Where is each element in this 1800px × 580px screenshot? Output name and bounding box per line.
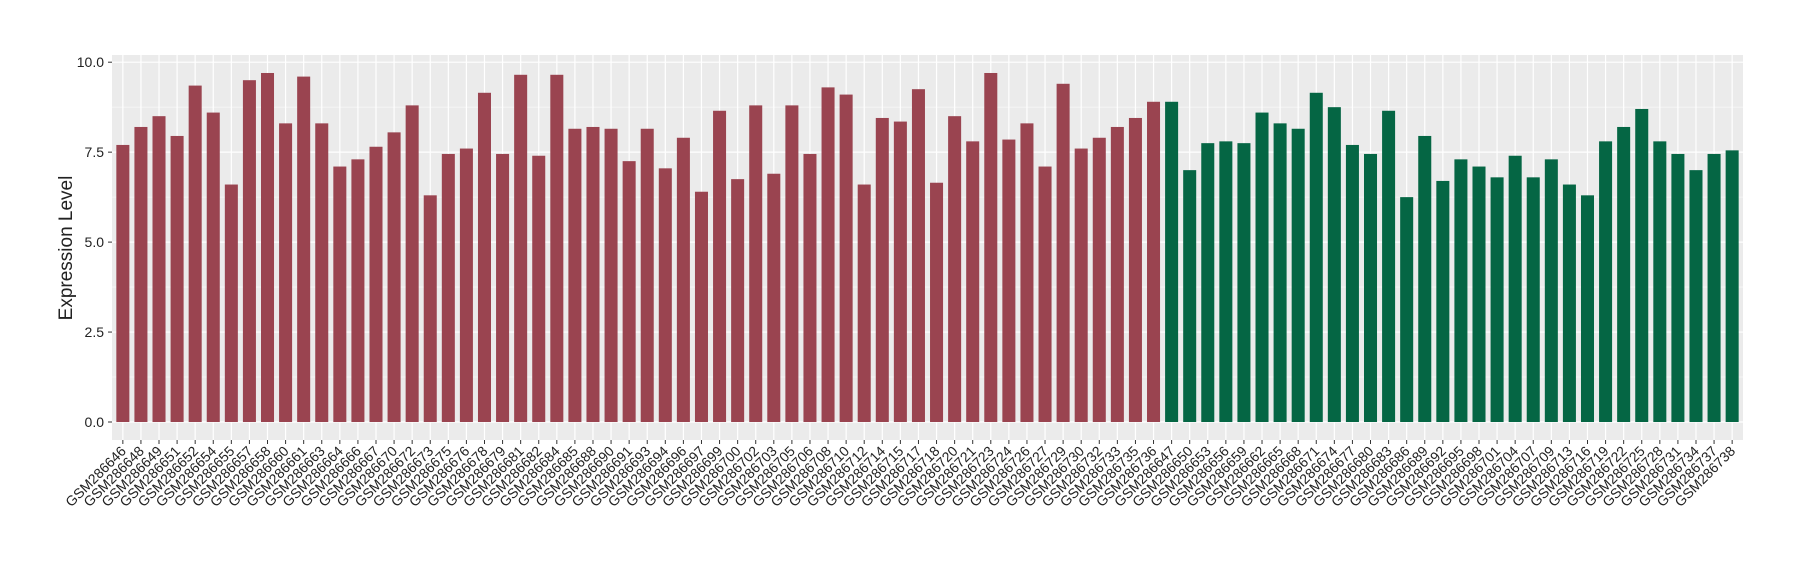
bar — [1345, 144, 1359, 423]
bar — [622, 161, 636, 423]
bar — [1707, 153, 1721, 423]
bar — [1418, 135, 1432, 423]
bar — [477, 92, 491, 423]
bar — [1038, 166, 1052, 423]
bar — [857, 184, 871, 423]
bar — [1183, 170, 1197, 423]
bar — [405, 105, 419, 423]
bar — [1671, 153, 1685, 423]
bar — [1002, 139, 1016, 423]
bar — [1219, 141, 1233, 423]
bar — [568, 128, 582, 423]
bar — [423, 195, 437, 423]
bar — [1562, 184, 1576, 423]
bar — [224, 184, 238, 423]
y-tick-label: 10.0 — [77, 54, 104, 70]
bar — [966, 141, 980, 423]
plot-background — [112, 55, 1743, 440]
bar — [315, 123, 329, 423]
bar — [604, 128, 618, 423]
bar — [1237, 143, 1251, 423]
bar — [1201, 143, 1215, 423]
bar — [1056, 83, 1070, 423]
bar — [1092, 137, 1106, 423]
bar — [387, 132, 401, 423]
bar — [731, 179, 745, 423]
bar — [640, 128, 654, 423]
bar — [1617, 126, 1631, 423]
bar — [1147, 101, 1161, 423]
bar — [351, 159, 365, 423]
bar — [930, 182, 944, 423]
bar — [260, 72, 275, 423]
bar — [948, 116, 962, 423]
y-tick-label: 7.5 — [85, 144, 105, 160]
bar — [1599, 141, 1613, 423]
bar — [514, 74, 528, 423]
bar — [188, 85, 202, 423]
bar — [1653, 141, 1667, 423]
bar — [170, 135, 184, 423]
bar — [586, 126, 600, 423]
bar — [1128, 117, 1142, 423]
bar — [297, 76, 311, 423]
bar — [1110, 126, 1124, 423]
bar — [1490, 177, 1504, 423]
bar — [134, 126, 148, 423]
bar — [767, 173, 781, 423]
bar — [1400, 197, 1414, 423]
bar — [1689, 170, 1703, 423]
bar — [1327, 107, 1341, 423]
bar — [532, 155, 546, 423]
bar — [1454, 159, 1468, 423]
bar — [1544, 159, 1558, 423]
bar — [550, 74, 564, 423]
bar — [1508, 155, 1522, 423]
bar — [152, 116, 166, 423]
bar — [206, 112, 220, 423]
bar — [713, 110, 727, 423]
bar — [1725, 150, 1739, 423]
bar — [1020, 123, 1034, 423]
bar — [1255, 112, 1269, 423]
bar — [1309, 92, 1323, 423]
y-tick-label: 0.0 — [85, 414, 105, 430]
bar — [1364, 153, 1378, 423]
bar — [893, 121, 907, 423]
bar — [803, 153, 817, 423]
bar — [1291, 128, 1305, 423]
bar — [1635, 108, 1649, 423]
bar — [333, 166, 347, 423]
bar — [441, 153, 455, 423]
bar — [984, 72, 998, 423]
bar — [658, 168, 672, 423]
y-tick-label: 5.0 — [85, 234, 105, 250]
bar — [1526, 177, 1540, 423]
bar — [821, 87, 835, 423]
bar — [749, 105, 763, 423]
bar — [694, 191, 708, 423]
y-axis-label: Expression Level — [56, 176, 77, 321]
bar — [1436, 180, 1450, 423]
bar — [1580, 195, 1595, 423]
bar — [279, 123, 293, 423]
bar — [839, 94, 853, 423]
bar — [496, 153, 510, 423]
bar — [875, 117, 889, 423]
bar — [785, 105, 799, 423]
bar — [1273, 123, 1287, 423]
y-tick-label: 2.5 — [85, 324, 105, 340]
bar — [1382, 110, 1396, 423]
bar — [676, 137, 690, 423]
bar — [1165, 101, 1179, 423]
bar — [911, 89, 925, 423]
bar — [242, 80, 256, 423]
bar — [369, 146, 383, 423]
bar — [459, 148, 473, 423]
bar — [1472, 166, 1486, 423]
bar — [116, 144, 130, 423]
bar — [1074, 148, 1088, 423]
